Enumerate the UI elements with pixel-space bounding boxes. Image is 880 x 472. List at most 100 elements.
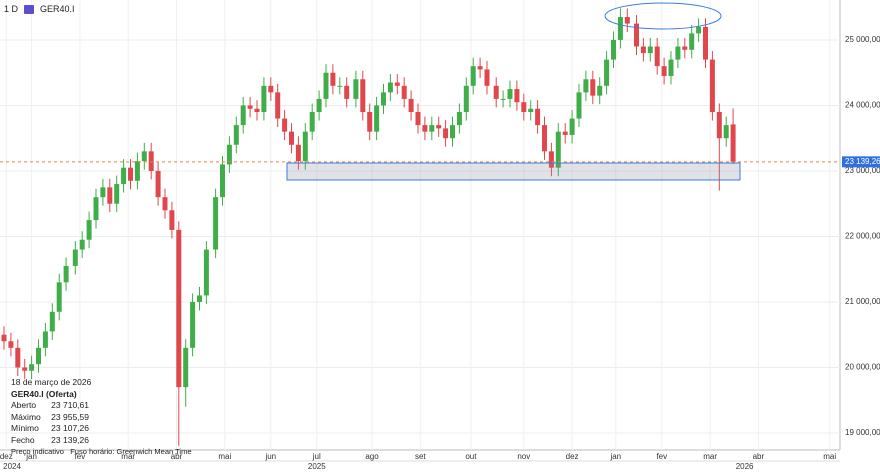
candle-body [93,197,99,221]
candle-body [22,367,28,371]
candle-body [134,161,140,181]
candle-body [197,295,203,302]
candle-body [640,46,646,54]
candle-body [443,128,449,139]
x-tick-label: mai [218,452,231,461]
candle-body [408,98,414,113]
candle-body [29,364,35,371]
candle-body [190,301,196,348]
candle-body [569,118,575,135]
candle-body [449,125,455,139]
candle-body [183,347,189,388]
candle-body [36,347,42,365]
candle-body [702,26,708,60]
year-label: 2024 [3,462,21,471]
x-tick-label: jun [264,452,276,461]
candle-body [590,79,596,96]
candle-body [716,112,722,139]
last-price-box [842,156,880,168]
info-row: Mínimo 23 107,26 [11,423,89,435]
candle-body [176,229,182,388]
candle-body [394,82,400,86]
candle-body [316,98,322,113]
x-tick-label: dez [0,452,13,461]
candle-body [79,239,85,250]
info-value: 23 710,61 [51,400,89,410]
candle-body [633,23,639,47]
candle-body [330,72,336,86]
candle-body [121,167,127,185]
candle-body [675,46,681,60]
candle-body [148,151,154,171]
candle-body [470,66,476,86]
candle-body [128,167,134,181]
candle-body [387,82,393,93]
last-price-label: 23 139,26 [845,157,880,166]
x-tick-label: set [415,452,426,461]
x-tick-label: nov [517,452,530,461]
candle-body [295,144,301,162]
candle-body [56,282,62,312]
support-zone [286,162,741,181]
x-tick-label: jan [609,452,621,461]
candle-body [162,197,168,211]
candle-body [100,187,106,198]
x-tick-label: fev [75,452,86,461]
header: 1 D GER40.I [4,4,75,14]
candle-body [730,124,736,162]
candle-body [548,151,554,168]
candle-body [541,125,547,152]
info-row: Aberto 23 710,61 [11,400,89,412]
candle-body [668,59,674,76]
candle-body [562,131,568,135]
info-footer: Fuso horário: Greenwich Mean Time [70,447,192,456]
candle-body [696,26,702,34]
candle-body [723,125,729,139]
candle-body [302,131,308,162]
candle-body [42,331,48,348]
info-panel: 18 de março de 2026 GER40.I (Oferta) Abe… [11,377,192,458]
symbol: GER40.I [40,4,75,14]
candle-body [535,108,541,126]
candle-body [169,210,175,230]
candle-body [107,187,113,204]
info-value: 23 955,59 [51,411,89,422]
candle-body [456,112,462,126]
y-tick-label: 24 000,00 [845,101,880,110]
info-date: 18 de março de 2026 [11,377,92,387]
candle-body [337,85,343,87]
candle-body [86,220,92,240]
candle-body [226,144,232,165]
candle-body [597,85,603,96]
candle-body [323,72,329,99]
info-key: Mínimo [11,423,39,433]
candle-body [507,89,513,99]
x-tick-label: mar [703,452,717,461]
candle-body [1,334,7,342]
candle-body [72,249,78,266]
candle-body [682,46,688,50]
candle-body [689,33,695,50]
candle-body [288,131,294,145]
y-tick-label: 25 000,00 [845,35,880,44]
candle-body [514,89,520,103]
candle-body [576,92,582,119]
candle-body [254,108,260,113]
x-tick-label: dez [566,452,579,461]
candle-body [141,151,147,162]
candle-body [610,39,616,60]
info-value: 23 107,26 [51,423,89,433]
info-key: Aberto [11,400,37,410]
candle-body [49,311,55,332]
x-tick-label: jul [312,452,321,461]
candle-body [282,118,288,132]
candle-body [367,112,373,132]
info-footer: Preço indicativo [11,447,64,456]
interval: 1 D [4,4,19,14]
candle-body [463,85,469,113]
candle-body [268,85,274,93]
y-tick-label: 20 000,00 [845,363,880,372]
candle-body [415,112,421,126]
x-tick-label: out [465,452,477,461]
